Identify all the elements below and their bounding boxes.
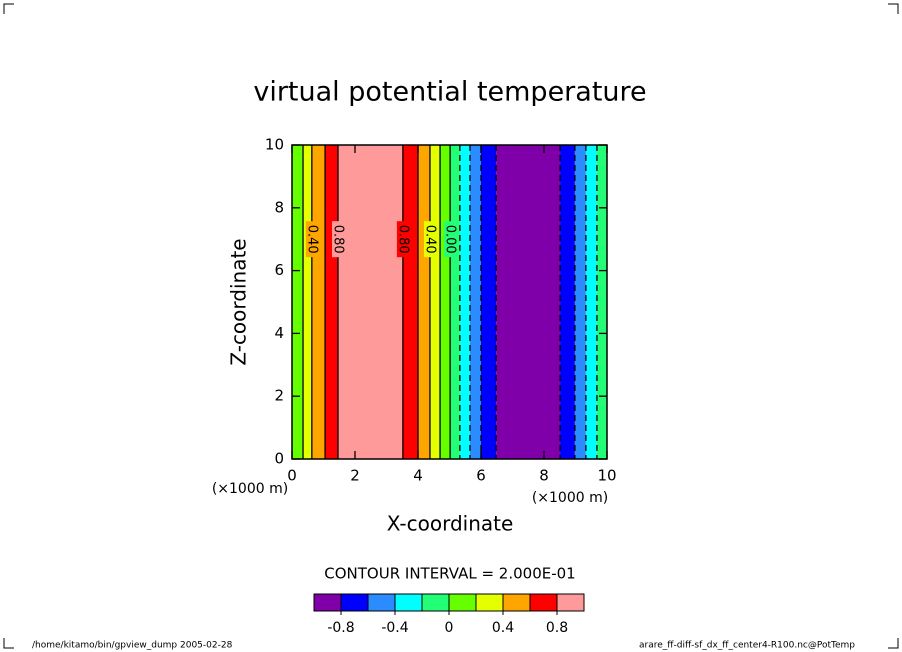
y-tick-label: 8 — [274, 198, 284, 216]
colorbar-tick-label: -0.4 — [381, 620, 408, 636]
colorbar-box — [394, 593, 423, 612]
x-tick-label: 8 — [539, 467, 549, 485]
contour-band — [303, 145, 312, 459]
contour-label-bg — [423, 221, 436, 258]
y-tick-label: 0 — [274, 450, 284, 468]
x-tick-label: 10 — [597, 467, 616, 485]
footer-left: /home/kitamo/bin/gpview_dump 2005-02-28 — [32, 641, 233, 651]
contour-band — [325, 145, 338, 459]
contour-band — [496, 145, 561, 459]
colorbar-tick-label: 0.8 — [546, 620, 568, 636]
y-axis-label: Z-coordinate — [227, 238, 251, 365]
corner-marks — [3, 3, 899, 649]
x-tick-label: 0 — [287, 467, 297, 485]
colorbar-box — [421, 593, 450, 612]
contour-band — [440, 145, 451, 459]
contour-label-bg — [396, 221, 409, 258]
contour-band — [450, 145, 460, 459]
contour-band — [418, 145, 430, 459]
contour-label: 0.80 — [395, 225, 410, 254]
contour-interval: CONTOUR INTERVAL = 2.000E-01 — [324, 565, 575, 583]
x-tick-label: 6 — [476, 467, 486, 485]
y-tick-label: 4 — [274, 324, 284, 342]
contour-band — [402, 145, 418, 459]
x-tick-label: 2 — [350, 467, 360, 485]
colorbar-box — [502, 593, 531, 612]
colorbar-box — [529, 593, 558, 612]
y-tick-label: 2 — [274, 387, 284, 405]
chart-title: virtual potential temperature — [253, 77, 646, 108]
y-tick-label: 10 — [265, 136, 284, 154]
colorbar-box — [475, 593, 504, 612]
contour-label: 0.40 — [422, 225, 437, 254]
contour-band — [481, 145, 497, 459]
colorbar-box — [448, 593, 477, 612]
contour-band — [596, 145, 607, 459]
contour-band — [469, 145, 481, 459]
x-tick-label: 4 — [413, 467, 423, 485]
contour-label-bg — [331, 221, 344, 258]
contour-label-bg — [305, 221, 318, 258]
contour-band — [429, 145, 441, 459]
colorbar-tick-label: 0.4 — [492, 620, 514, 636]
contour-band — [311, 145, 326, 459]
contour-label-bg — [444, 221, 457, 258]
contour-band — [459, 145, 470, 459]
contour-band — [574, 145, 586, 459]
colorbar-tick-label: -0.8 — [327, 620, 354, 636]
contour-label: 0.80 — [330, 225, 345, 254]
x-unit-label: (×1000 m) — [532, 490, 608, 506]
x-unit-label: (×1000 m) — [212, 481, 288, 497]
plot-frame — [291, 144, 608, 460]
footer-right: arare_ff-diff-sf_dx_ff_center4-R100.nc@P… — [639, 641, 855, 651]
contour-band — [337, 145, 403, 459]
contour-label: 0.00 — [443, 225, 458, 254]
contour-band — [585, 145, 597, 459]
contour-band — [292, 145, 304, 459]
contour-band — [560, 145, 575, 459]
colorbar-box — [340, 593, 369, 612]
colorbar-tick-label: 0 — [445, 620, 454, 636]
y-tick-label: 6 — [274, 261, 284, 279]
colorbar-box — [313, 593, 342, 612]
colorbar-box — [556, 593, 585, 612]
colorbar-box — [367, 593, 396, 612]
contour-label: 0.40 — [304, 225, 319, 254]
x-axis-label: X-coordinate — [387, 512, 514, 536]
